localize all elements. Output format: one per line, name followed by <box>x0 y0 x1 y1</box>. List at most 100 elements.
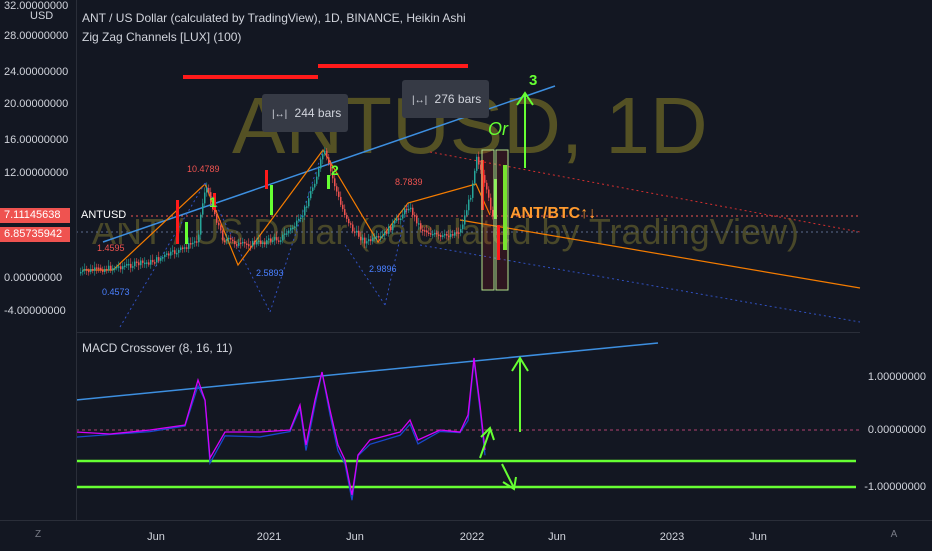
candle-body <box>336 186 338 192</box>
candle-body <box>326 150 328 158</box>
candle-body <box>446 233 448 236</box>
candle-body <box>180 247 182 250</box>
zoom-button-left[interactable]: Z <box>34 529 42 540</box>
pane-divider[interactable] <box>76 332 860 333</box>
candle-body <box>412 207 414 216</box>
candle-body <box>320 159 322 169</box>
x-tick-2023: 2023 <box>659 531 685 543</box>
candle-body <box>480 164 482 170</box>
candle-body <box>274 237 276 241</box>
price-tag-secondary: 6.85735942 <box>0 227 70 242</box>
candle-body <box>436 232 438 235</box>
candle-body <box>484 175 486 183</box>
y-tick-12: 12.00000000 <box>4 167 69 179</box>
candle-body <box>438 234 440 236</box>
wave-label-3: 3 <box>529 72 537 89</box>
candle-body <box>164 254 166 258</box>
candle-body <box>124 265 126 268</box>
macd-tick-1: 1.00000000 <box>867 371 926 383</box>
candle-body <box>468 199 470 211</box>
candle-body <box>270 238 272 242</box>
candle-body <box>470 197 472 200</box>
candle-body <box>492 209 494 217</box>
candle-body <box>474 170 476 184</box>
x-tick-jun-2022: Jun <box>548 531 566 543</box>
candle-body <box>366 241 368 244</box>
zigzag-dotted-4 <box>344 244 386 306</box>
candle-body <box>200 214 202 235</box>
candle-body <box>400 218 402 221</box>
candle-body <box>146 262 148 264</box>
candle-body <box>476 156 478 171</box>
candle-body <box>176 252 178 255</box>
macd-arrow-up-short <box>479 429 491 459</box>
candle-body <box>424 230 426 232</box>
candle-body <box>346 215 348 219</box>
candle-body <box>382 235 384 237</box>
candle-body <box>298 218 300 221</box>
auto-scale-button[interactable]: A <box>890 529 898 540</box>
bar-range-box-2[interactable]: |↔| 276 bars <box>402 80 489 118</box>
candle-body <box>350 223 352 225</box>
candle-body <box>316 176 318 184</box>
candle-body <box>282 234 284 241</box>
arrow-up-price-head <box>516 91 534 106</box>
candle-body <box>226 239 228 241</box>
signal-bar-green-5 <box>503 165 507 250</box>
candle-body <box>208 187 210 193</box>
candle-body <box>448 235 450 238</box>
candle-body <box>452 234 454 236</box>
candle-body <box>464 215 466 225</box>
candle-body <box>244 241 246 244</box>
candle-body <box>314 183 316 188</box>
candle-body <box>434 232 436 235</box>
candle-body <box>230 237 232 240</box>
time-axis[interactable]: Z Jun 2021 Jun 2022 Jun 2023 Jun A <box>0 520 932 551</box>
macd-tick-neg1: -1.00000000 <box>864 481 926 493</box>
indicator-title[interactable]: Zig Zag Channels [LUX] (100) <box>82 30 242 44</box>
candle-body <box>162 257 164 259</box>
candle-body <box>280 240 282 242</box>
candle-body <box>218 222 220 226</box>
candle-body <box>222 230 224 241</box>
y-tick-16: 16.00000000 <box>4 134 69 146</box>
candle-body <box>148 262 150 265</box>
candle-body <box>394 220 396 224</box>
bar-range-label-1: 244 bars <box>294 106 342 120</box>
price-axis[interactable]: 32.00000000 USD 28.00000000 24.00000000 … <box>0 0 77 520</box>
candle-body <box>410 207 412 210</box>
candle-body <box>432 233 434 236</box>
candle-body <box>182 247 184 249</box>
candle-body <box>290 227 292 231</box>
zigzag-dotted-3 <box>269 149 324 313</box>
or-label: Or <box>488 119 509 139</box>
candle-body <box>472 183 474 198</box>
candle-body <box>430 233 432 235</box>
candle-body <box>334 178 336 187</box>
signal-bar-green-3 <box>327 175 330 189</box>
candle-body <box>456 232 458 234</box>
macd-lines <box>75 357 486 501</box>
bar-range-box-1[interactable]: |↔| 244 bars <box>262 94 348 132</box>
candle-body <box>94 267 96 271</box>
candle-body <box>368 239 370 242</box>
bar-range-label-2: 276 bars <box>434 92 482 106</box>
candle-body <box>254 240 256 245</box>
candle-body <box>204 192 206 204</box>
candle-body <box>90 269 92 272</box>
candle-body <box>142 260 144 263</box>
candle-body <box>120 266 122 270</box>
candle-body <box>152 259 154 263</box>
candle-body <box>106 269 108 271</box>
candle-body <box>100 267 102 271</box>
price-chart[interactable]: ANTUSD, 1D ANT / US Dollar (calculated b… <box>0 0 932 520</box>
candle-body <box>352 224 354 232</box>
candle-body <box>138 262 140 266</box>
candle-body <box>388 226 390 234</box>
signal-bar-red-5 <box>497 225 500 260</box>
candle-body <box>216 214 218 223</box>
candle-body <box>98 267 100 270</box>
candle-body <box>324 150 326 155</box>
candle-body <box>188 243 190 249</box>
macd-title[interactable]: MACD Crossover (8, 16, 11) <box>82 341 233 355</box>
